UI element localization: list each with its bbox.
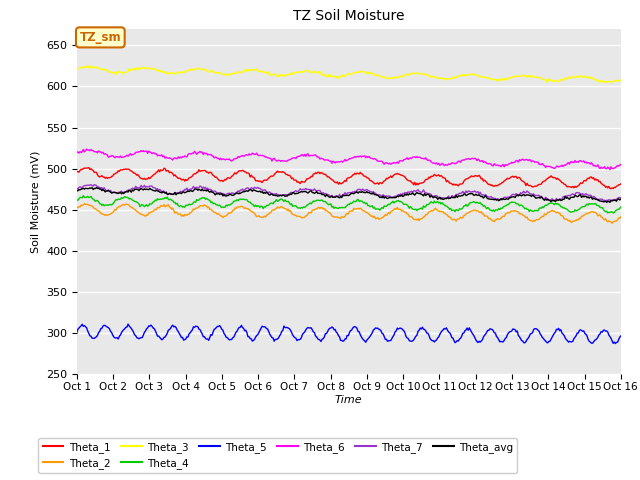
Theta_avg bbox=[606, 200, 614, 205]
Theta_1 bbox=[520, 179, 527, 185]
Theta_2 bbox=[81, 201, 88, 207]
Theta_4 bbox=[79, 193, 87, 199]
Theta_avg bbox=[332, 194, 340, 200]
Line: Theta_avg: Theta_avg bbox=[77, 188, 621, 203]
Theta_7 bbox=[398, 192, 406, 198]
Theta_6 bbox=[520, 157, 527, 163]
Theta_avg bbox=[336, 195, 344, 201]
Theta_4 bbox=[609, 210, 617, 216]
Line: Theta_5: Theta_5 bbox=[77, 324, 621, 344]
Theta_avg bbox=[398, 192, 406, 198]
Theta_6 bbox=[617, 162, 625, 168]
Theta_4 bbox=[617, 204, 625, 210]
Theta_7 bbox=[608, 198, 616, 204]
Theta_6 bbox=[73, 150, 81, 156]
Theta_2 bbox=[398, 208, 406, 214]
Theta_2 bbox=[605, 218, 612, 224]
Theta_1 bbox=[605, 183, 612, 189]
Theta_1 bbox=[85, 165, 93, 170]
Theta_1 bbox=[607, 186, 615, 192]
Theta_7 bbox=[520, 189, 527, 194]
Line: Theta_6: Theta_6 bbox=[77, 149, 621, 169]
Theta_1 bbox=[369, 179, 376, 184]
Theta_7 bbox=[605, 197, 612, 203]
Theta_3 bbox=[332, 75, 340, 81]
Theta_3 bbox=[86, 63, 93, 69]
Theta_2 bbox=[336, 215, 344, 221]
Theta_4 bbox=[332, 205, 340, 211]
Theta_2 bbox=[369, 213, 376, 219]
Theta_5 bbox=[605, 332, 612, 338]
Theta_1 bbox=[332, 180, 340, 186]
Theta_avg bbox=[603, 200, 611, 205]
Theta_6 bbox=[369, 156, 376, 161]
Theta_6 bbox=[605, 165, 612, 171]
Theta_7 bbox=[617, 195, 625, 201]
Theta_3 bbox=[520, 73, 527, 79]
Theta_2 bbox=[520, 213, 527, 218]
Theta_avg bbox=[93, 185, 100, 191]
Theta_5 bbox=[369, 330, 376, 336]
Theta_6 bbox=[83, 146, 90, 152]
Text: TZ_sm: TZ_sm bbox=[79, 31, 121, 44]
Theta_4 bbox=[336, 204, 344, 210]
Y-axis label: Soil Moisture (mV): Soil Moisture (mV) bbox=[30, 150, 40, 253]
Theta_7 bbox=[336, 192, 344, 197]
Theta_1 bbox=[73, 169, 81, 175]
Line: Theta_7: Theta_7 bbox=[77, 185, 621, 201]
Theta_1 bbox=[617, 181, 625, 187]
Theta_3 bbox=[369, 71, 376, 77]
Theta_3 bbox=[600, 80, 608, 85]
Theta_6 bbox=[606, 167, 614, 172]
Theta_5 bbox=[617, 333, 625, 339]
Theta_7 bbox=[332, 193, 340, 199]
Theta_2 bbox=[608, 220, 616, 226]
Theta_2 bbox=[617, 214, 625, 220]
Theta_1 bbox=[336, 180, 344, 185]
Theta_7 bbox=[90, 182, 98, 188]
Theta_2 bbox=[332, 214, 340, 220]
Theta_6 bbox=[332, 159, 340, 165]
Line: Theta_4: Theta_4 bbox=[77, 196, 621, 213]
Theta_2 bbox=[73, 205, 81, 211]
Theta_7 bbox=[369, 190, 376, 195]
Theta_3 bbox=[73, 65, 81, 71]
Theta_avg bbox=[73, 188, 81, 193]
Title: TZ Soil Moisture: TZ Soil Moisture bbox=[293, 10, 404, 24]
Theta_4 bbox=[73, 197, 81, 203]
Theta_4 bbox=[520, 204, 527, 210]
Theta_avg bbox=[520, 192, 527, 197]
Theta_5 bbox=[520, 340, 527, 346]
Theta_5 bbox=[611, 341, 619, 347]
Theta_5 bbox=[398, 326, 406, 332]
Theta_7 bbox=[73, 185, 81, 191]
Line: Theta_1: Theta_1 bbox=[77, 168, 621, 189]
Theta_4 bbox=[605, 209, 612, 215]
Theta_6 bbox=[336, 159, 344, 165]
Theta_5 bbox=[332, 329, 340, 335]
Legend: Theta_1, Theta_2, Theta_3, Theta_4, Theta_5, Theta_6, Theta_7, Theta_avg: Theta_1, Theta_2, Theta_3, Theta_4, Thet… bbox=[38, 437, 517, 473]
Theta_3 bbox=[336, 73, 344, 79]
Theta_5 bbox=[336, 334, 344, 340]
Theta_1 bbox=[398, 172, 406, 178]
Theta_3 bbox=[398, 73, 406, 79]
Theta_avg bbox=[369, 191, 376, 197]
X-axis label: Time: Time bbox=[335, 395, 363, 405]
Theta_6 bbox=[398, 158, 406, 164]
Theta_5 bbox=[73, 330, 81, 336]
Theta_avg bbox=[617, 196, 625, 202]
Theta_3 bbox=[617, 77, 625, 83]
Theta_4 bbox=[398, 199, 406, 205]
Theta_4 bbox=[369, 203, 376, 209]
Line: Theta_3: Theta_3 bbox=[77, 66, 621, 83]
Line: Theta_2: Theta_2 bbox=[77, 204, 621, 223]
Theta_3 bbox=[606, 78, 614, 84]
Theta_5 bbox=[124, 321, 132, 327]
